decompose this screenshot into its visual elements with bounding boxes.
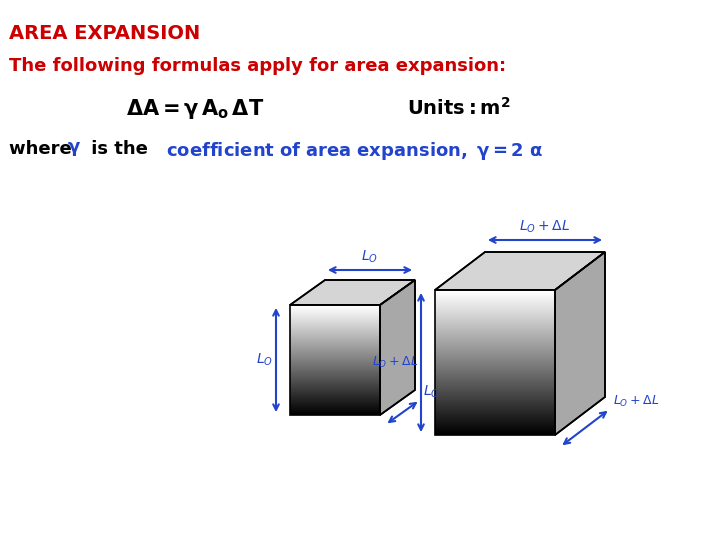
- Text: $L_O$: $L_O$: [256, 352, 273, 368]
- Text: $L_O$: $L_O$: [423, 383, 440, 400]
- Text: AREA EXPANSION: AREA EXPANSION: [9, 24, 201, 43]
- Text: $\mathit{\mathbf{coefficient\ of\ area\ expansion,\ \gamma = 2\ \alpha}}$: $\mathit{\mathbf{coefficient\ of\ area\ …: [166, 140, 543, 163]
- Text: $L_O + \Delta L$: $L_O + \Delta L$: [519, 219, 570, 235]
- Polygon shape: [290, 280, 415, 305]
- Text: $L_O + \Delta L$: $L_O + \Delta L$: [372, 355, 418, 370]
- Text: $L_O$: $L_O$: [361, 248, 379, 265]
- Polygon shape: [555, 252, 605, 435]
- Polygon shape: [435, 252, 605, 290]
- Text: $L_O + \Delta L$: $L_O + \Delta L$: [613, 394, 660, 409]
- Text: where: where: [9, 140, 78, 158]
- Text: The following formulas apply for area expansion:: The following formulas apply for area ex…: [9, 57, 506, 75]
- Text: $\mathbf{Units: m^2}$: $\mathbf{Units: m^2}$: [407, 97, 510, 119]
- Text: $\mathbf{\Delta A = \gamma\, A_o\, \Delta T}$: $\mathbf{\Delta A = \gamma\, A_o\, \Delt…: [126, 97, 264, 121]
- Text: is the: is the: [85, 140, 154, 158]
- Polygon shape: [380, 280, 415, 415]
- Text: $\mathbf{\gamma}$: $\mathbf{\gamma}$: [67, 140, 81, 158]
